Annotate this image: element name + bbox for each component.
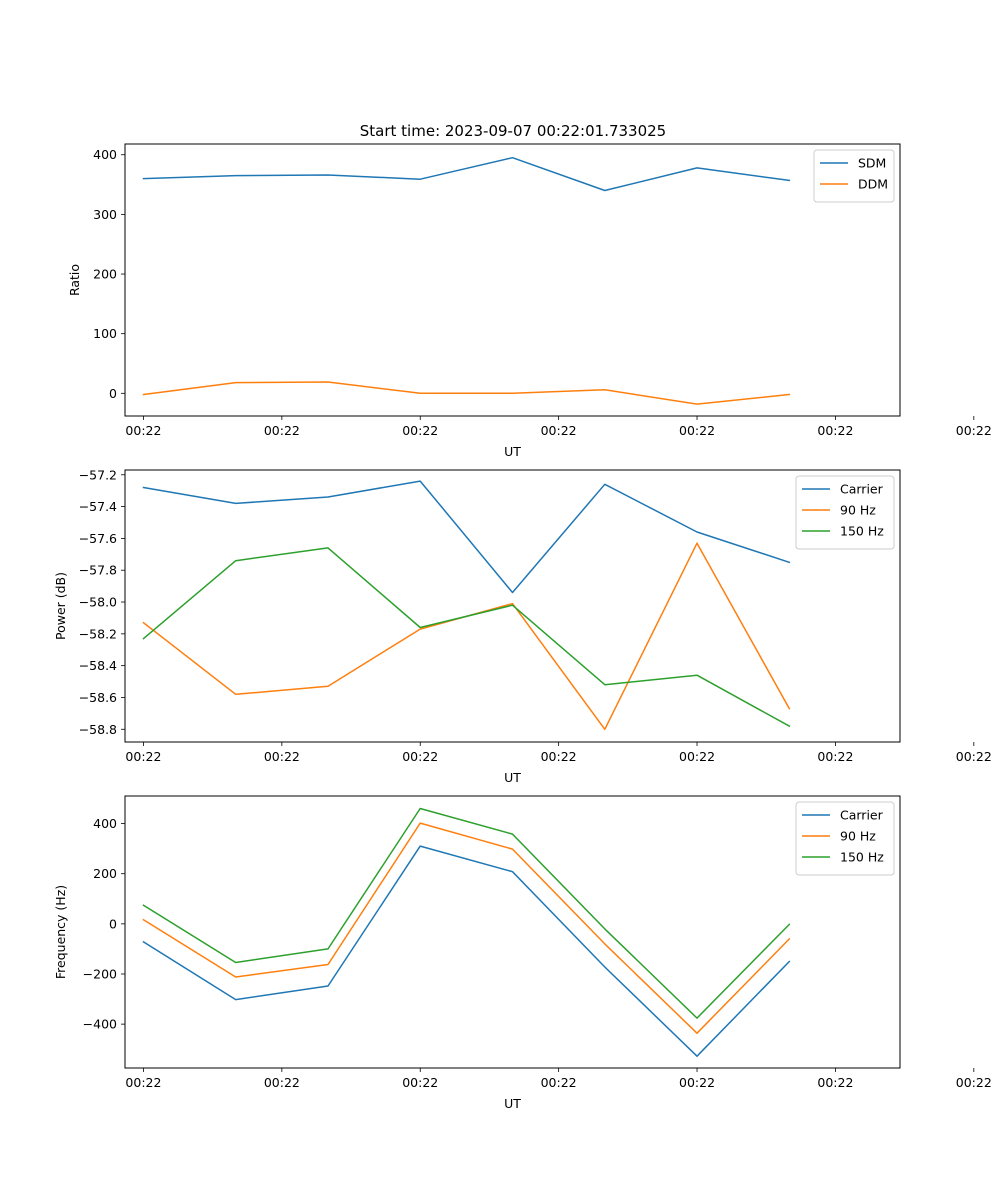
series-line-150-hz — [142, 807, 791, 1019]
x-tick-label: 00:22 — [402, 423, 438, 438]
figure-title: Start time: 2023-09-07 00:22:01.733025 — [360, 122, 666, 140]
x-tick-label: 00:22 — [125, 749, 161, 764]
x-tick-label: 00:22 — [679, 1075, 715, 1090]
x-tick-label: 00:22 — [956, 749, 992, 764]
y-tick-label: 100 — [93, 326, 117, 341]
legend-label: 90 Hz — [840, 829, 876, 844]
x-tick-label: 00:22 — [264, 1075, 300, 1090]
y-tick-label: −58.6 — [79, 690, 117, 705]
series-line-ddm — [142, 381, 791, 405]
y-tick-label: −57.2 — [79, 467, 117, 482]
x-tick-label: 00:22 — [817, 423, 853, 438]
legend-label: Carrier — [840, 808, 884, 823]
y-tick-label: −57.4 — [79, 499, 117, 514]
y-tick-label: 0 — [109, 916, 117, 931]
legend: Carrier 90 Hz 150 Hz — [795, 475, 895, 550]
y-tick-label: 400 — [93, 816, 117, 831]
series-line-carrier — [142, 845, 791, 1057]
y-tick-label: −200 — [83, 966, 117, 981]
y-axis-label: Ratio — [67, 264, 82, 296]
plot-area — [124, 469, 901, 743]
x-tick-label: 00:22 — [541, 749, 577, 764]
x-axis-label: UT — [504, 770, 521, 785]
legend: Carrier 90 Hz 150 Hz — [795, 801, 895, 876]
x-tick-label: 00:22 — [541, 423, 577, 438]
chart-panel-3: 00:22 00:22 00:22 00:22 00:22 00:22 00:22 −400 −… — [53, 795, 992, 1111]
x-tick-label: 00:22 — [956, 1075, 992, 1090]
series-line-150-hz — [142, 547, 791, 728]
legend-label: 150 Hz — [840, 850, 884, 865]
x-tick-label: 00:22 — [402, 749, 438, 764]
y-tick-label: 400 — [93, 147, 117, 162]
x-tick-label: 00:22 — [264, 423, 300, 438]
legend-label: SDM — [858, 156, 886, 171]
x-tick-label: 00:22 — [541, 1075, 577, 1090]
y-tick-label: 0 — [109, 386, 117, 401]
series-line-90-hz — [142, 822, 791, 1034]
legend-label: DDM — [858, 177, 888, 192]
x-tick-label: 00:22 — [679, 423, 715, 438]
x-tick-label: 00:22 — [402, 1075, 438, 1090]
x-axis-label: UT — [504, 444, 521, 459]
x-tick-label: 00:22 — [125, 423, 161, 438]
x-tick-label: 00:22 — [817, 749, 853, 764]
y-tick-label: −400 — [83, 1017, 117, 1032]
y-tick-label: −58.2 — [79, 626, 117, 641]
y-tick-label: −58.4 — [79, 658, 117, 673]
plot-area — [124, 143, 901, 417]
x-tick-label: 00:22 — [125, 1075, 161, 1090]
y-tick-label: 200 — [93, 267, 117, 282]
legend-label: 150 Hz — [840, 524, 884, 539]
legend-label: 90 Hz — [840, 503, 876, 518]
y-tick-label: 200 — [93, 866, 117, 881]
chart-panel-1: 00:22 00:22 00:22 00:22 00:22 00:22 00:22 0 100 2… — [67, 143, 992, 459]
x-tick-label: 00:22 — [817, 1075, 853, 1090]
y-tick-label: −58.8 — [79, 722, 117, 737]
chart-panel-2: 00:22 00:22 00:22 00:22 00:22 00:22 00:22 −58.8… — [53, 467, 992, 785]
series-line-carrier — [142, 480, 791, 594]
x-tick-label: 00:22 — [264, 749, 300, 764]
x-tick-label: 00:22 — [679, 749, 715, 764]
legend-label: Carrier — [840, 482, 884, 497]
x-tick-label: 00:22 — [956, 423, 992, 438]
legend: SDM DDM — [813, 149, 895, 203]
series-line-sdm — [142, 156, 791, 192]
y-tick-label: 300 — [93, 207, 117, 222]
y-tick-label: −57.8 — [79, 563, 117, 578]
x-axis-label: UT — [504, 1096, 521, 1111]
y-tick-label: −57.6 — [79, 531, 117, 546]
y-axis-label: Frequency (Hz) — [53, 885, 68, 979]
charts-container: 00:22 00:22 00:22 00:22 00:22 00:22 00:22 0 100 2… — [53, 143, 992, 1111]
plot-area — [124, 795, 901, 1069]
y-tick-label: −58.0 — [79, 595, 117, 610]
y-axis-label: Power (dB) — [53, 572, 68, 640]
